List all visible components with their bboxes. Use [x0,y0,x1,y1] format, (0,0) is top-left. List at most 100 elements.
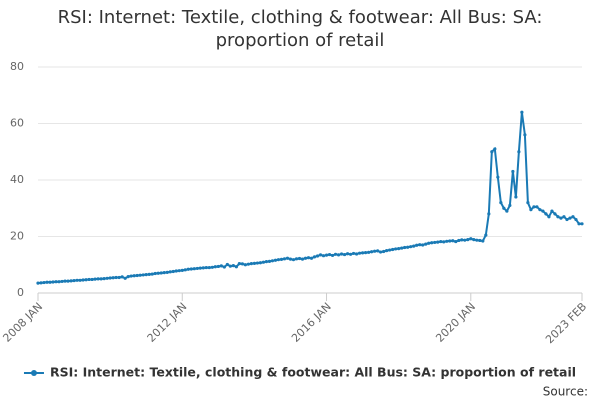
point [469,237,473,241]
point [126,275,130,279]
point [144,273,148,277]
point [102,276,106,281]
point [385,249,389,253]
point [51,280,55,284]
point [559,216,563,220]
point [388,248,392,252]
point [249,262,253,266]
point [312,255,317,259]
point [267,259,272,263]
point [276,258,281,262]
point [445,239,449,243]
point [261,260,266,264]
x-tick-label: 2020 JAN [433,300,478,345]
point [135,273,139,278]
point [210,265,214,269]
point [568,216,572,220]
point [556,215,560,219]
point [120,275,124,279]
point [96,277,100,281]
point [571,215,575,219]
point [147,272,151,276]
y-tick-label: 60 [10,117,24,130]
point [237,262,241,266]
point [108,276,112,280]
point [354,252,359,256]
point [481,239,485,243]
point [87,277,91,282]
point [403,245,407,250]
point [511,169,515,174]
x-tick-label: 2012 JAN [145,300,190,345]
point [379,250,383,254]
point [183,268,187,272]
point [66,279,70,283]
point [57,280,61,284]
x-tick-label: 2008 JAN [0,300,45,345]
point [496,175,500,179]
point [382,249,386,254]
point [490,150,494,154]
point [165,270,169,274]
y-tick-label: 20 [10,230,24,243]
point [45,280,49,284]
point [264,260,269,264]
point [240,262,244,266]
legend-marker [30,370,37,376]
point [48,280,52,284]
point [424,242,428,246]
point [442,240,446,244]
point [541,209,545,213]
point [529,208,533,212]
point [315,254,320,258]
y-tick-label: 80 [10,60,24,73]
point [360,251,365,255]
point [502,206,506,210]
legend-label: RSI: Internet: Textile, clothing & footw… [50,365,576,380]
point [300,257,305,261]
point [186,267,190,271]
point [336,253,341,257]
point [370,250,374,254]
point [538,208,542,212]
point [303,256,308,260]
point [228,264,232,268]
point [84,278,88,282]
point [309,256,314,260]
point [364,251,368,255]
chart-title: RSI: Internet: Textile, clothing & footw… [57,7,543,51]
point [306,256,311,260]
point [99,277,103,281]
point [472,238,476,242]
point [327,252,332,257]
point [373,249,377,253]
point [427,241,431,245]
point [252,261,256,265]
point [397,247,401,251]
point [195,266,199,271]
point [484,233,488,237]
point [333,252,338,256]
point [391,247,395,252]
point [544,212,548,216]
point [36,281,40,285]
point [580,222,584,226]
point [577,222,581,226]
point [460,238,464,242]
point [565,217,569,222]
point [216,264,220,269]
point [562,215,566,219]
point [63,279,67,283]
point [493,147,497,151]
point [574,217,578,222]
legend-item: RSI: Internet: Textile, clothing & footw… [23,365,576,380]
point [451,239,455,243]
point [198,266,202,270]
x-tick-label: 2023 FEB [543,300,589,346]
point [231,263,235,268]
point [394,247,398,251]
point [132,274,136,278]
point [114,275,118,280]
point [246,262,250,266]
